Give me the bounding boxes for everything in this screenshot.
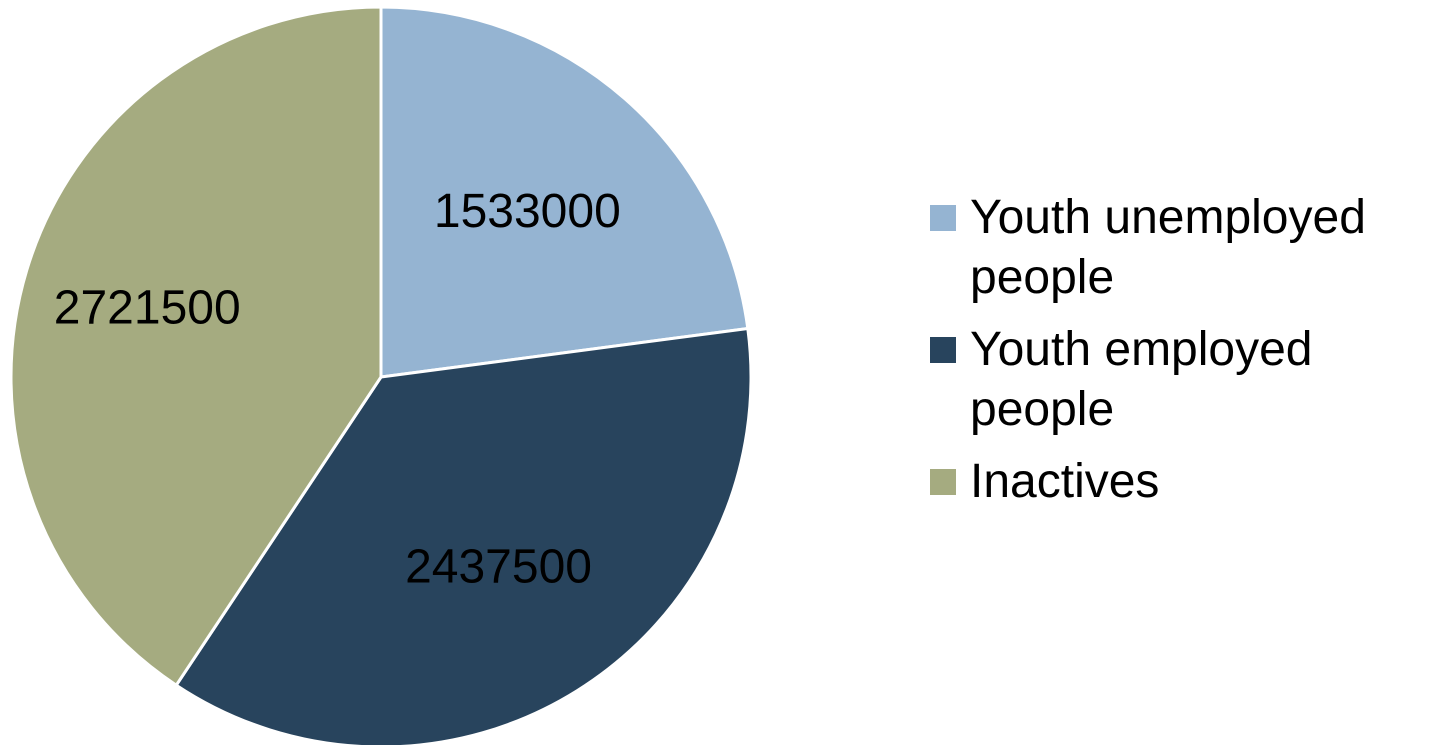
data-label-youth-employed: 2437500 xyxy=(405,540,592,593)
pie-slice-youth-employed xyxy=(174,326,753,745)
legend-item-inactives: Inactives xyxy=(930,452,1425,512)
legend: Youth unemployed people Youth employed p… xyxy=(930,188,1425,524)
legend-label-inactives: Inactives xyxy=(970,455,1160,508)
pie-data-labels: 1533000 2437500 2721500 xyxy=(54,185,621,593)
pie-slices xyxy=(9,5,753,745)
data-label-youth-unemployed: 1533000 xyxy=(434,185,621,238)
pie-slice-inactives xyxy=(9,5,383,688)
legend-swatch-youth-unemployed xyxy=(930,205,956,231)
legend-swatch-inactives xyxy=(930,469,956,495)
legend-swatch-youth-employed xyxy=(930,337,956,363)
legend-label-youth-employed: Youth employed people xyxy=(970,323,1313,436)
legend-item-youth-employed: Youth employed people xyxy=(930,320,1425,440)
legend-item-youth-unemployed: Youth unemployed people xyxy=(930,188,1425,308)
legend-label-youth-unemployed: Youth unemployed people xyxy=(970,191,1366,304)
pie-slice-youth-unemployed xyxy=(379,5,750,379)
data-label-inactives: 2721500 xyxy=(54,281,241,334)
